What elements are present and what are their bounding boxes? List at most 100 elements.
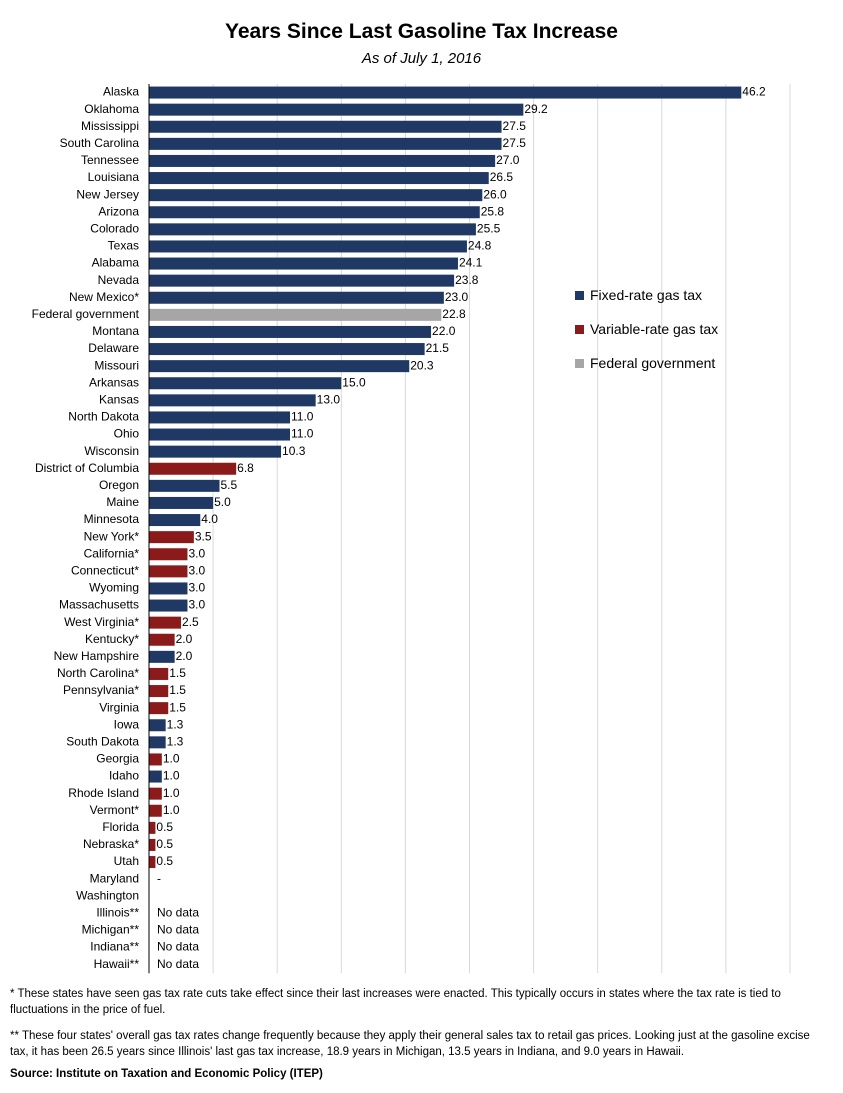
bar-west-virginia xyxy=(149,616,182,629)
value-label-oklahoma: 29.2 xyxy=(524,102,548,116)
category-label-connecticut: Connecticut* xyxy=(71,564,139,578)
legend-label-fixed: Fixed-rate gas tax xyxy=(590,287,703,303)
value-label-oregon: 5.5 xyxy=(221,478,238,492)
value-label-district-of-columbia: 6.8 xyxy=(237,461,254,475)
category-label-north-carolina: North Carolina* xyxy=(57,666,139,680)
value-label-north-carolina: 1.5 xyxy=(169,666,186,680)
chart-title: Years Since Last Gasoline Tax Increase xyxy=(225,20,618,43)
category-label-idaho: Idaho xyxy=(109,769,139,783)
value-label-tennessee: 27.0 xyxy=(496,153,520,167)
category-label-texas: Texas xyxy=(108,239,139,253)
value-label-mississippi: 27.5 xyxy=(503,119,527,133)
bar-iowa xyxy=(149,719,166,732)
bar-virginia xyxy=(149,702,169,715)
value-label-delaware: 21.5 xyxy=(426,341,450,355)
value-label-new-mexico: 23.0 xyxy=(445,290,469,304)
bar-new-york xyxy=(149,531,194,544)
bar-rhode-island xyxy=(149,787,162,800)
bar-missouri xyxy=(149,360,410,373)
value-label-nebraska: 0.5 xyxy=(156,837,173,851)
bar-south-carolina xyxy=(149,137,502,150)
bar-utah xyxy=(149,856,156,869)
category-label-vermont: Vermont* xyxy=(90,803,140,817)
category-label-oklahoma: Oklahoma xyxy=(84,102,139,116)
legend-swatch-variable xyxy=(575,324,584,334)
value-label-california: 3.0 xyxy=(188,546,205,560)
category-label-kansas: Kansas xyxy=(99,393,139,407)
value-label-south-dakota: 1.3 xyxy=(167,735,184,749)
bars-group xyxy=(149,86,742,869)
bar-north-dakota xyxy=(149,411,291,424)
value-label-pennsylvania: 1.5 xyxy=(169,683,186,697)
value-label-federal-government: 22.8 xyxy=(442,307,466,321)
category-label-massachusetts: Massachusetts xyxy=(59,598,139,612)
category-label-virginia: Virginia xyxy=(99,700,139,714)
bar-oregon xyxy=(149,479,220,492)
value-label-utah: 0.5 xyxy=(156,854,173,868)
category-label-new-mexico: New Mexico* xyxy=(69,290,139,304)
category-label-iowa: Iowa xyxy=(114,717,140,731)
value-label-north-dakota: 11.0 xyxy=(291,410,314,424)
value-label-alabama: 24.1 xyxy=(459,256,483,270)
category-label-alaska: Alaska xyxy=(103,85,139,99)
category-label-new-jersey: New Jersey xyxy=(76,187,139,201)
category-label-california: California* xyxy=(84,546,140,560)
bar-alaska xyxy=(149,86,742,99)
bar-mississippi xyxy=(149,120,502,133)
category-label-alabama: Alabama xyxy=(92,256,140,270)
value-label-georgia: 1.0 xyxy=(163,752,180,766)
category-label-arizona: Arizona xyxy=(98,204,139,218)
value-label-wisconsin: 10.3 xyxy=(282,444,306,458)
bar-california xyxy=(149,548,188,561)
bar-kansas xyxy=(149,394,316,407)
value-label-ohio: 11.0 xyxy=(291,427,314,441)
value-label-south-carolina: 27.5 xyxy=(503,136,527,150)
category-label-ohio: Ohio xyxy=(114,427,140,441)
bar-massachusetts xyxy=(149,599,188,612)
bar-district-of-columbia xyxy=(149,462,237,475)
legend-swatch-fixed xyxy=(575,290,584,300)
value-label-montana: 22.0 xyxy=(432,324,456,338)
bar-montana xyxy=(149,325,432,338)
category-label-nevada: Nevada xyxy=(98,273,140,287)
bar-wyoming xyxy=(149,582,188,595)
category-label-pennsylvania: Pennsylvania* xyxy=(63,683,139,697)
value-label-nevada: 23.8 xyxy=(455,273,479,287)
category-label-michigan: Michigan** xyxy=(82,923,140,937)
category-label-nebraska: Nebraska* xyxy=(83,837,139,851)
legend: Fixed-rate gas tax Variable-rate gas tax… xyxy=(575,285,718,387)
category-label-tennessee: Tennessee xyxy=(81,153,139,167)
bar-maine xyxy=(149,496,214,509)
category-label-montana: Montana xyxy=(92,324,139,338)
value-label-hawaii: No data xyxy=(157,957,199,971)
value-label-new-hampshire: 2.0 xyxy=(176,649,193,663)
category-label-colorado: Colorado xyxy=(90,222,139,236)
category-label-south-carolina: South Carolina xyxy=(60,136,140,150)
bar-delaware xyxy=(149,343,425,356)
category-label-utah: Utah xyxy=(114,854,139,868)
value-label-kentucky: 2.0 xyxy=(176,632,193,646)
bar-minnesota xyxy=(149,514,201,527)
bar-colorado xyxy=(149,223,476,236)
value-label-west-virginia: 2.5 xyxy=(182,615,199,629)
category-label-west-virginia: West Virginia* xyxy=(64,615,139,629)
bar-arizona xyxy=(149,206,480,219)
category-label-rhode-island: Rhode Island xyxy=(68,786,139,800)
value-label-idaho: 1.0 xyxy=(163,769,180,783)
footnote-double-asterisk: ** These four states' overall gas tax ra… xyxy=(10,1030,810,1058)
category-label-illinois: Illinois** xyxy=(96,906,139,920)
value-label-connecticut: 3.0 xyxy=(188,564,205,578)
bar-tennessee xyxy=(149,154,496,167)
value-label-colorado: 25.5 xyxy=(477,222,501,236)
bar-wisconsin xyxy=(149,445,282,458)
category-label-hawaii: Hawaii** xyxy=(94,957,140,971)
value-label-virginia: 1.5 xyxy=(169,700,186,714)
bar-alabama xyxy=(149,257,458,270)
bar-new-hampshire xyxy=(149,650,175,663)
category-label-federal-government: Federal government xyxy=(32,307,140,321)
footnote-single-asterisk: * These states have seen gas tax rate cu… xyxy=(10,988,781,1016)
category-label-delaware: Delaware xyxy=(88,341,139,355)
value-label-minnesota: 4.0 xyxy=(201,512,218,526)
bar-south-dakota xyxy=(149,736,166,749)
bar-georgia xyxy=(149,753,162,766)
